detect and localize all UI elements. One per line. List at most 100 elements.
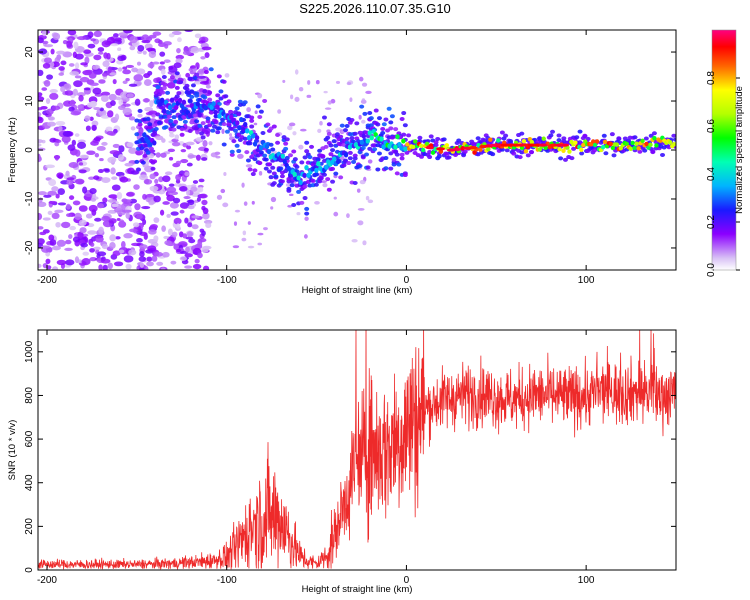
heatmap-cell [55, 193, 60, 199]
heatmap-cell [183, 195, 191, 200]
heatmap-cell [88, 176, 95, 180]
heatmap-cell [352, 153, 358, 158]
heatmap-cell [644, 141, 649, 147]
heatmap-cell [177, 37, 182, 43]
heatmap-cell [92, 65, 99, 70]
heatmap-cell [96, 145, 106, 151]
heatmap-cell [47, 210, 53, 215]
heatmap-cell [247, 221, 251, 225]
heatmap-cell [70, 110, 81, 116]
heatmap-cell [46, 121, 56, 127]
heatmap-cell [433, 140, 439, 145]
heatmap-cell [296, 189, 302, 194]
heatmap-cell [537, 147, 542, 152]
heatmap-cell [74, 53, 84, 60]
snr-y-tick-label: 400 [24, 474, 35, 491]
heatmap-cell [365, 195, 370, 201]
heatmap-cell [161, 75, 167, 80]
heatmap-cell [72, 200, 81, 206]
heatmap-cell [106, 130, 115, 136]
heatmap-cell [603, 151, 609, 156]
heatmap-cell [179, 132, 185, 137]
heatmap-cell [101, 91, 111, 96]
heatmap-cell [367, 130, 372, 136]
heatmap-cell [166, 186, 177, 194]
heatmap-cell [163, 59, 171, 63]
heatmap-cell [185, 72, 191, 78]
heatmap-cell [393, 149, 399, 154]
colorbar-tick-label: 0.4 [706, 167, 717, 181]
heatmap-cell [58, 66, 65, 71]
heatmap-cell [182, 119, 188, 124]
heatmap-cell [614, 142, 620, 147]
heatmap-cell [326, 187, 332, 192]
heatmap-cell [486, 146, 491, 152]
heatmap-cell [264, 143, 270, 150]
heatmap-cell [291, 149, 297, 154]
heatmap-cell [122, 80, 128, 85]
heatmap-cell [197, 252, 203, 259]
heatmap-cell [321, 115, 327, 120]
heatmap-cell [388, 126, 394, 131]
heatmap-cell [100, 114, 110, 119]
heatmap-cell [538, 143, 548, 147]
heatmap-cell [94, 217, 102, 222]
heatmap-cell [252, 141, 258, 147]
heatmap-cell [163, 125, 169, 130]
heatmap-cell [233, 221, 238, 226]
heatmap-cell [294, 96, 300, 102]
heatmap-cell [306, 94, 312, 98]
spectrogram-y-tick-label: -20 [24, 240, 35, 255]
heatmap-cell [168, 118, 174, 123]
heatmap-cell [38, 201, 47, 207]
heatmap-cell [361, 82, 368, 87]
heatmap-cell [417, 135, 423, 140]
heatmap-cell [112, 143, 120, 148]
heatmap-cell [632, 135, 638, 140]
heatmap-cell [74, 256, 80, 264]
heatmap-cell [91, 124, 97, 131]
heatmap-cell [282, 158, 287, 165]
heatmap-cell [78, 94, 84, 102]
heatmap-cell [203, 70, 209, 75]
heatmap-cell [472, 150, 477, 155]
heatmap-cell [333, 171, 339, 176]
heatmap-cell [122, 69, 131, 75]
heatmap-cell [125, 77, 130, 82]
heatmap-cell [208, 141, 213, 146]
heatmap-cell [194, 258, 200, 264]
heatmap-cell [122, 103, 131, 107]
heatmap-cell [175, 179, 181, 184]
heatmap-cell [310, 178, 316, 183]
heatmap-cell [160, 90, 166, 95]
heatmap-cell [253, 122, 258, 126]
heatmap-cell [317, 148, 323, 153]
heatmap-cell [194, 33, 202, 39]
heatmap-cell [558, 156, 564, 161]
heatmap-cell [97, 47, 105, 52]
heatmap-cell [184, 217, 189, 224]
heatmap-cell [141, 40, 151, 44]
heatmap-cell [88, 204, 98, 213]
heatmap-cell [192, 76, 198, 81]
heatmap-cell [205, 222, 212, 229]
heatmap-cell [199, 131, 205, 136]
heatmap-cell [556, 138, 562, 143]
heatmap-cell [637, 149, 643, 154]
heatmap-cell [199, 80, 210, 85]
heatmap-cell [179, 185, 188, 192]
heatmap-cell [186, 145, 192, 150]
heatmap-cell [56, 50, 66, 55]
heatmap-cell [101, 72, 108, 77]
heatmap-cell [239, 116, 244, 123]
heatmap-cell [147, 62, 155, 69]
heatmap-cell [98, 264, 103, 270]
heatmap-cell [389, 114, 395, 119]
heatmap-cell [123, 255, 134, 263]
snr-x-tick-label: 0 [404, 575, 410, 586]
heatmap-cell [134, 98, 141, 106]
heatmap-cell [299, 128, 307, 132]
heatmap-cell [249, 124, 255, 129]
heatmap-cell [162, 251, 170, 258]
heatmap-cell [172, 197, 181, 204]
